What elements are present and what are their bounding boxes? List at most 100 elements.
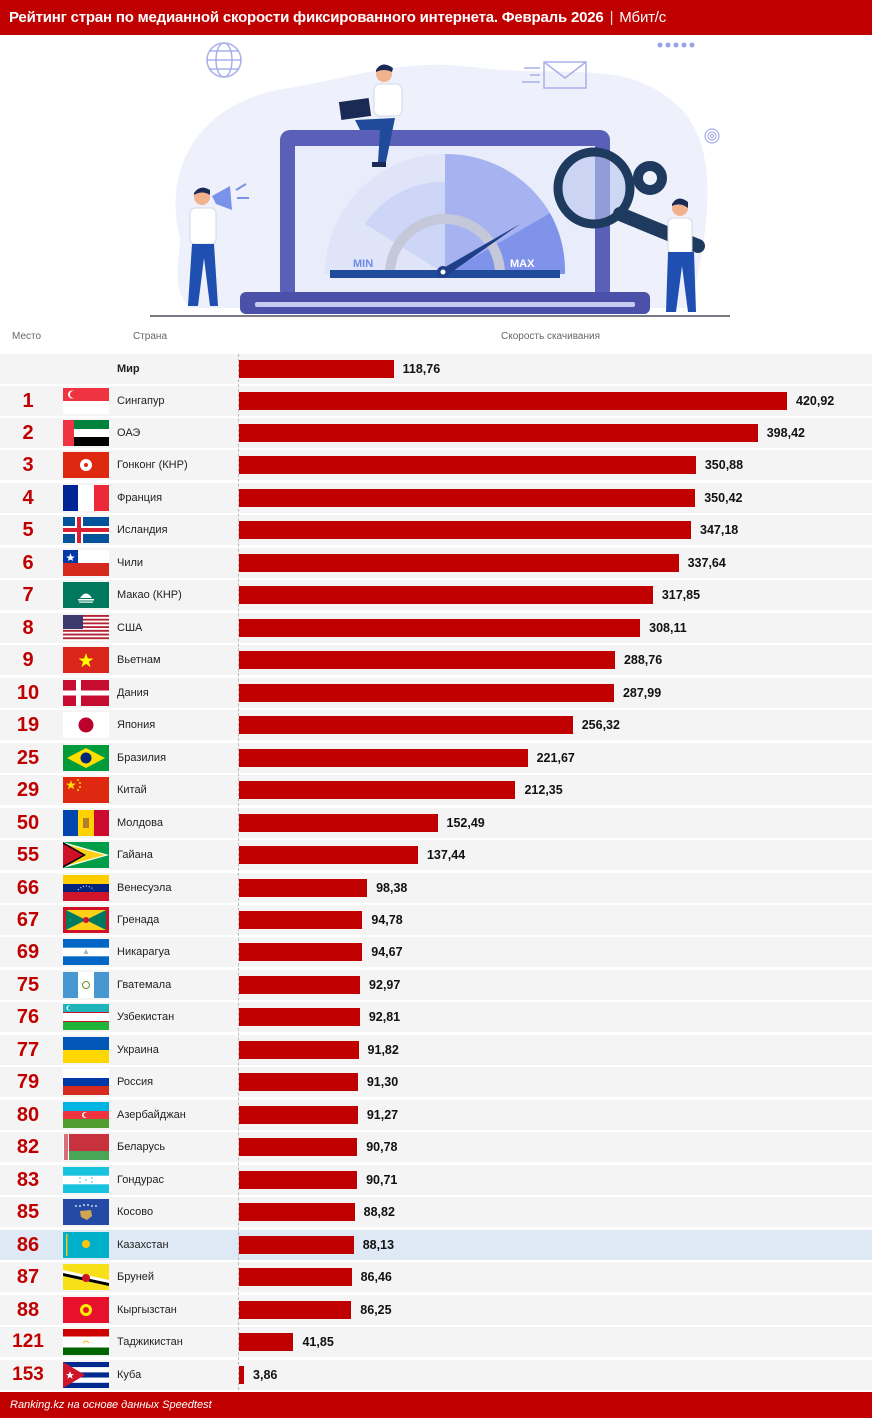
gauge-min-label: MIN — [353, 258, 373, 270]
rank-number: 19 — [16, 713, 40, 736]
country-name: Венесуэла — [117, 882, 172, 894]
speed-value: 256,32 — [581, 718, 620, 732]
flag-ni-icon — [63, 939, 109, 965]
speed-bar — [239, 1203, 355, 1221]
speedtest-illustration: MIN MAX — [150, 42, 730, 317]
flag-cn-icon — [63, 777, 109, 803]
country-name: Таджикистан — [117, 1336, 183, 1348]
flag-ae-icon — [63, 420, 109, 446]
speed-value: 287,99 — [622, 686, 662, 700]
unit-label: Мбит/с — [619, 9, 667, 26]
country-name: Макао (КНР) — [117, 589, 182, 601]
table-row: 82 Беларусь 90,78 — [0, 1132, 872, 1162]
rank-number: 50 — [16, 811, 40, 834]
rank-number: 9 — [22, 648, 34, 671]
flag-vn-icon — [63, 647, 109, 673]
rank-number: 82 — [16, 1135, 40, 1158]
table-row: 25 Бразилия 221,67 — [0, 743, 872, 773]
rank-number: 77 — [16, 1038, 40, 1061]
speed-bar — [239, 424, 758, 442]
flag-br-icon — [63, 745, 109, 771]
flag-gd-icon — [63, 907, 109, 933]
table-row: 85 Косово 88,82 — [0, 1197, 872, 1227]
spiral-icon — [704, 128, 720, 144]
rank-number: 3 — [22, 453, 34, 476]
flag-mo-icon — [63, 582, 109, 608]
table-row: 76 Узбекистан 92,81 — [0, 1002, 872, 1032]
globe-icon — [206, 42, 242, 78]
country-name: Беларусь — [117, 1141, 166, 1153]
flag-gt-icon — [63, 972, 109, 998]
speed-value: 41,85 — [302, 1335, 334, 1349]
person-sitting-with-laptop — [338, 64, 403, 167]
flag-cl-icon — [63, 550, 109, 576]
column-header-speed: Скорость скачивания — [501, 331, 600, 342]
speed-value: 212,35 — [524, 783, 563, 797]
megaphone-icon — [212, 186, 232, 210]
speed-bar — [239, 1171, 358, 1189]
country-name: Молдова — [117, 817, 163, 829]
chart-title-bar: Рейтинг стран по медианной скорости фикс… — [0, 0, 872, 35]
flag-kg-icon — [63, 1297, 109, 1323]
speed-value: 91,27 — [366, 1108, 399, 1122]
table-row: 6 Чили 337,64 — [0, 548, 872, 578]
flag-jp-icon — [63, 712, 109, 738]
speed-value: 350,42 — [704, 491, 743, 505]
speed-bar — [239, 1366, 245, 1384]
table-row: 83 Гондурас 90,71 — [0, 1165, 872, 1195]
rank-number: 29 — [16, 778, 40, 801]
bar-axis-line — [238, 354, 239, 1390]
flag-tj-icon — [63, 1329, 109, 1355]
speed-value: 288,76 — [623, 653, 663, 667]
table-row: 86 Казахстан 88,13 — [0, 1230, 872, 1260]
speed-value: 88,82 — [363, 1205, 395, 1219]
speed-value: 88,13 — [362, 1238, 395, 1252]
speed-bar — [239, 1301, 352, 1319]
table-row: 29 Китай 212,35 — [0, 775, 872, 805]
dots-decoration — [657, 42, 695, 48]
table-row: 67 Гренада 94,78 — [0, 905, 872, 935]
rank-number: 87 — [16, 1265, 40, 1288]
country-name: Косово — [117, 1206, 154, 1218]
country-name: Кыргызстан — [117, 1304, 177, 1316]
flag-us-icon — [63, 615, 109, 641]
country-name: Гонконг (КНР) — [117, 459, 188, 471]
table-row: 19 Япония 256,32 — [0, 710, 872, 740]
speed-bar — [239, 911, 363, 929]
country-name: Россия — [117, 1076, 154, 1088]
speed-value: 420,92 — [796, 394, 835, 408]
rank-number: 121 — [12, 1331, 44, 1352]
speed-bar — [239, 456, 696, 474]
table-row: 66 Венесуэла 98,38 — [0, 873, 872, 903]
table-row: 79 Россия 91,30 — [0, 1067, 872, 1097]
table-row-world: Мир 118,76 — [0, 354, 872, 384]
flag-gy-icon — [63, 842, 109, 868]
table-row: 5 Исландия 347,18 — [0, 515, 872, 545]
speed-bar — [239, 976, 361, 994]
speed-value: 94,67 — [371, 945, 403, 959]
rank-number: 5 — [22, 518, 34, 541]
table-row: 3 Гонконг (КНР) 350,88 — [0, 450, 872, 480]
speed-value: 118,76 — [402, 362, 441, 376]
speed-value: 92,81 — [368, 1010, 401, 1024]
rank-number: 1 — [22, 389, 34, 412]
magnifier-icon — [553, 147, 635, 229]
speed-value: 92,97 — [369, 978, 401, 992]
table-row: 9 Вьетнам 288,76 — [0, 645, 872, 675]
rank-number: 76 — [16, 1005, 40, 1028]
flag-xk-icon — [63, 1199, 109, 1225]
table-row: 50 Молдова 152,49 — [0, 808, 872, 838]
rank-number: 2 — [22, 421, 34, 444]
table-row: 10 Дания 287,99 — [0, 678, 872, 708]
table-row: 121 Таджикистан 41,85 — [0, 1327, 872, 1357]
country-name: Куба — [117, 1369, 142, 1381]
speed-value: 3,86 — [253, 1368, 278, 1382]
speed-value: 90,71 — [366, 1173, 398, 1187]
speed-bar — [239, 392, 788, 410]
speed-bar — [239, 619, 641, 637]
speed-value: 398,42 — [766, 426, 805, 440]
rank-number: 6 — [22, 551, 34, 574]
flag-hn-icon — [63, 1167, 109, 1193]
speed-bar — [239, 1236, 354, 1254]
flag-sg-icon — [63, 388, 109, 414]
